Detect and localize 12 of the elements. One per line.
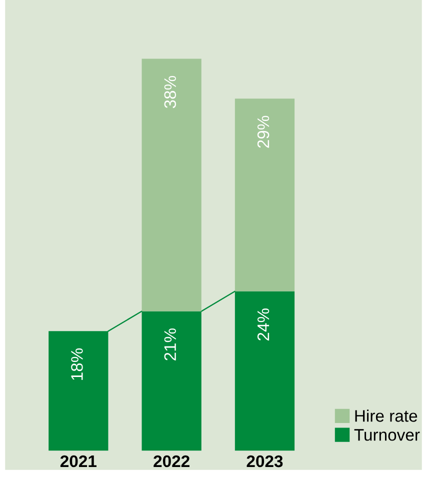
data-label: 29% [257, 116, 270, 148]
data-label: 18% [71, 348, 83, 380]
x-tick-label: 2023 [246, 455, 283, 468]
bar [142, 58, 202, 312]
data-label: 21% [164, 328, 176, 360]
x-tick-label: 2022 [154, 455, 190, 468]
bar [234, 98, 295, 292]
data-label: 24% [257, 308, 270, 340]
legend-label: Hire rate [355, 410, 418, 422]
data-label: 38% [164, 76, 176, 108]
x-tick-label: 2021 [60, 455, 96, 468]
legend-label: Turnover [354, 429, 420, 441]
